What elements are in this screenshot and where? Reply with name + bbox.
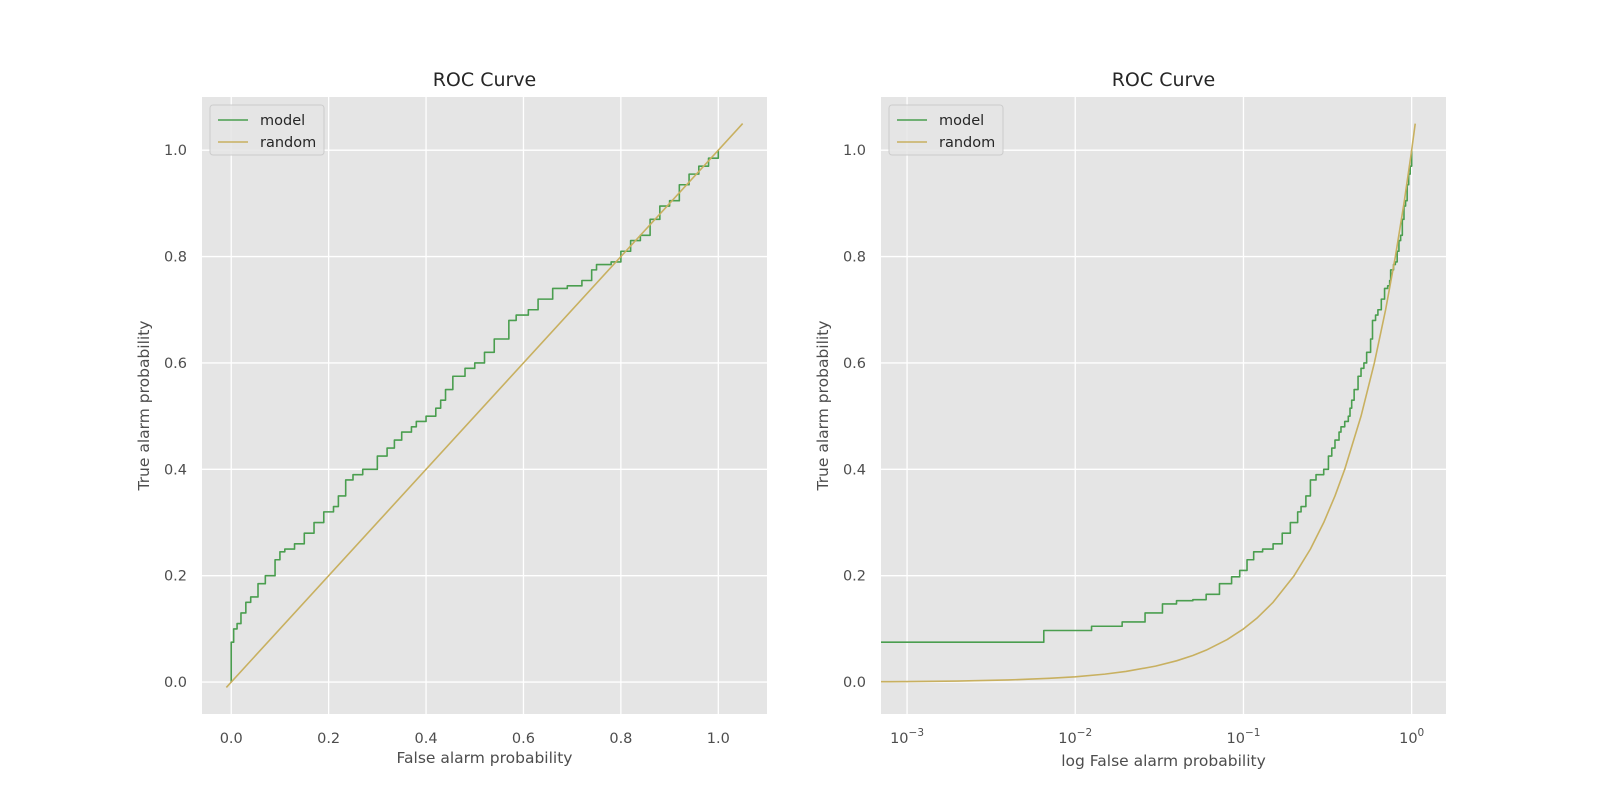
x-tick-label: 10−1 [1226, 727, 1260, 747]
x-tick-label: 100 [1399, 727, 1424, 747]
y-tick-label: 0.2 [164, 569, 187, 585]
y-tick-label: 0.4 [843, 462, 866, 478]
legend-label-random: random [939, 135, 995, 151]
x-axis-label: False alarm probability [397, 749, 573, 767]
y-axis-label: True alarm probability [135, 321, 153, 492]
plot-area [881, 97, 1446, 714]
chart-panel-1: 0.0 0.2 0.4 0.6 0.8 1.0 0.0 0.2 0.4 0.6 0.8 1.0 ROC … [135, 69, 767, 767]
legend: model random [888, 104, 1004, 156]
y-tick-label: 1.0 [164, 143, 187, 159]
x-tick-label: 0.6 [512, 731, 535, 747]
y-tick-label: 0.4 [164, 462, 187, 478]
legend-label-random: random [260, 135, 316, 151]
x-tick-label: 0.4 [415, 731, 438, 747]
chart-title: ROC Curve [1112, 69, 1216, 91]
y-tick-label: 0.2 [843, 569, 866, 585]
y-tick-label: 0.8 [164, 250, 187, 266]
x-tick-label: 10−2 [1058, 727, 1092, 747]
y-tick-label: 1.0 [843, 143, 866, 159]
x-axis-label: log False alarm probability [1061, 752, 1266, 770]
x-tick-label: 10−3 [890, 727, 924, 747]
y-axis-label: True alarm probability [814, 321, 832, 492]
series-random-line [225, 123, 744, 688]
series-random-line [881, 123, 1417, 683]
y-tick-label: 0.6 [843, 356, 866, 372]
chart-panel-2: 10−3 10−2 10−1 100 0.0 0.2 0.4 0.6 0.8 1.0 ROC Cur… [814, 69, 1446, 770]
series-model-line [881, 150, 1413, 643]
series-group [225, 123, 744, 688]
legend-label-model: model [260, 113, 305, 129]
y-tick-label: 0.6 [164, 356, 187, 372]
legend: model random [209, 104, 325, 156]
series-group [881, 123, 1417, 683]
legend-label-model: model [939, 113, 984, 129]
x-tick-label: 0.2 [317, 731, 340, 747]
y-tick-label: 0.8 [843, 250, 866, 266]
grid [881, 97, 1446, 714]
x-tick-label: 0.8 [609, 731, 632, 747]
x-tick-label: 0.0 [220, 731, 243, 747]
chart-title: ROC Curve [433, 69, 537, 91]
y-tick-label: 0.0 [164, 675, 187, 691]
y-tick-label: 0.0 [843, 675, 866, 691]
x-tick-label: 1.0 [707, 731, 730, 747]
